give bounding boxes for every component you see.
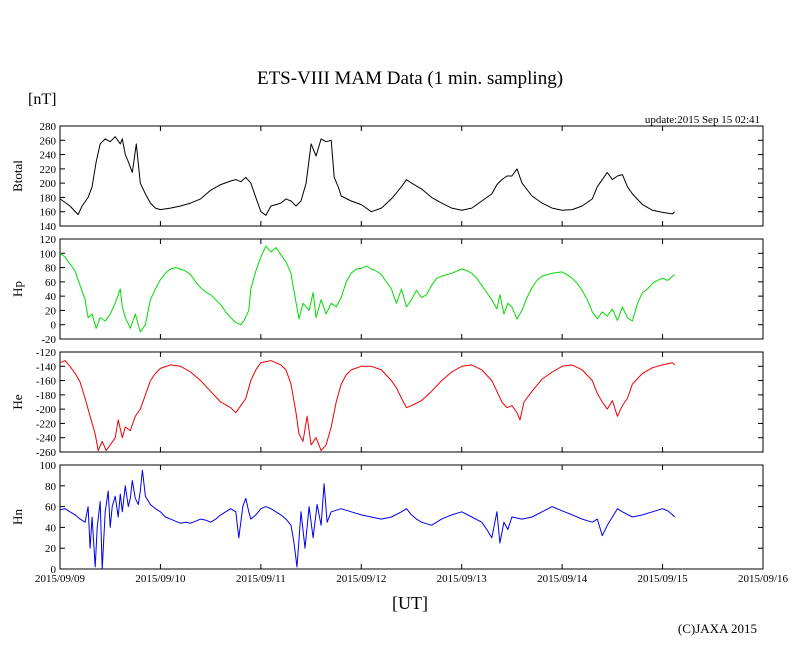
- y-tick-label: 200: [40, 178, 57, 190]
- y-tick-label: -120: [36, 347, 57, 359]
- y-tick-label: -140: [36, 361, 57, 373]
- y-tick-label: 60: [45, 277, 57, 289]
- y-tick-label: 180: [40, 192, 57, 204]
- y-tick-label: 260: [40, 135, 57, 147]
- copyright-credit: (C)JAXA 2015: [678, 621, 757, 636]
- panel-hp: -20 0 20 40 60 80 100 120 Hp: [10, 234, 764, 346]
- x-axis-label: [UT]: [392, 593, 428, 613]
- y-tick-label: 20: [45, 305, 57, 317]
- y-tick-label: 40: [45, 522, 57, 534]
- y-tick-label: 160: [40, 207, 57, 219]
- y-tick-label: 80: [45, 481, 57, 493]
- y-axis-label: He: [10, 394, 25, 409]
- series-line-hn: [59, 469, 675, 570]
- y-tick-label: -220: [36, 418, 57, 430]
- panel-frame: [59, 238, 764, 340]
- x-tick-labels: 2015/09/09 2015/09/10 2015/09/11 2015/09/12…: [35, 573, 789, 585]
- y-tick-label: -260: [36, 447, 57, 459]
- y-unit-label: [nT]: [28, 91, 56, 108]
- y-tick-label: 20: [45, 543, 57, 555]
- y-tick-label: -20: [41, 334, 56, 346]
- x-tick-label: 2015/09/12: [336, 573, 386, 585]
- update-timestamp: update:2015 Sep 15 02:41: [645, 114, 760, 126]
- x-tick-label: 2015/09/16: [738, 573, 789, 585]
- chart-title: ETS-VIII MAM Data (1 min. sampling): [257, 68, 563, 89]
- panel-frame: [59, 125, 764, 227]
- y-tick-label: -160: [36, 376, 57, 388]
- panel-he: -260 -240 -220 -200 -180 -160 -140 -120 He: [10, 347, 764, 459]
- series-line-btotal: [59, 136, 675, 216]
- series-line-he: [59, 360, 675, 452]
- y-axis-label: Hn: [10, 509, 25, 525]
- chart-panels: 140160180200220240260280Btotal-200204060…: [10, 121, 789, 585]
- y-tick-label: 0: [51, 564, 57, 576]
- series-line-hp: [59, 245, 675, 333]
- y-tick-label: 80: [45, 263, 57, 275]
- panel-frame: [59, 464, 764, 570]
- y-tick-label: 220: [40, 164, 57, 176]
- x-tick-label: 2015/09/15: [638, 573, 689, 585]
- y-tick-label: -200: [36, 404, 57, 416]
- panel-hn: 0 20 40 60 80 100 Hn: [10, 460, 764, 576]
- y-tick-label: -180: [36, 390, 57, 402]
- y-tick-label: 60: [45, 502, 57, 514]
- x-tick-label: 2015/09/09: [35, 573, 86, 585]
- y-tick-label: 140: [40, 221, 57, 233]
- y-tick-label: 120: [40, 234, 57, 246]
- y-tick-label: 240: [40, 150, 57, 162]
- x-tick-label: 2015/09/14: [537, 573, 588, 585]
- y-tick-label: 280: [40, 121, 57, 133]
- y-axis-label: Hp: [10, 281, 25, 297]
- panel-btotal: 140 160 180 200 220 240 260 280 Btotal: [10, 121, 764, 233]
- y-tick-label: 40: [45, 291, 57, 303]
- panel-frame: [59, 351, 764, 453]
- y-tick-label: -240: [36, 433, 57, 445]
- y-tick-label: 100: [40, 460, 57, 472]
- y-tick-label: 0: [51, 320, 57, 332]
- y-axis-label: Btotal: [10, 160, 25, 192]
- y-tick-label: 100: [40, 248, 57, 260]
- x-tick-label: 2015/09/11: [236, 573, 286, 585]
- x-tick-label: 2015/09/10: [135, 573, 186, 585]
- x-tick-label: 2015/09/13: [437, 573, 488, 585]
